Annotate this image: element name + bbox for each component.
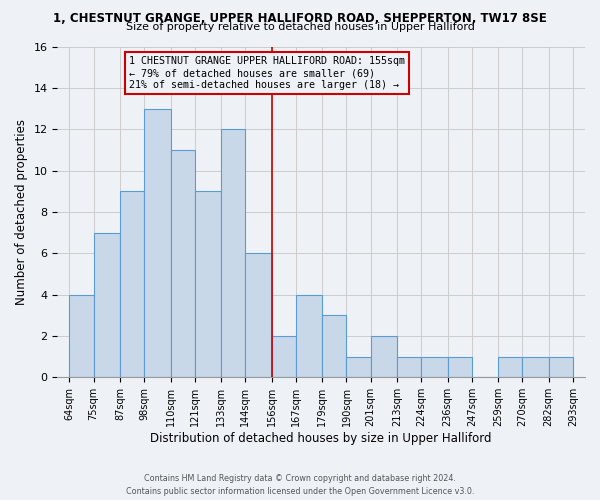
Bar <box>94 232 120 378</box>
Bar <box>120 191 144 378</box>
Bar <box>523 356 549 378</box>
Bar <box>322 316 346 378</box>
Bar <box>170 150 195 378</box>
Bar <box>245 254 272 378</box>
Bar <box>421 356 448 378</box>
Bar <box>296 294 322 378</box>
Text: 1, CHESTNUT GRANGE, UPPER HALLIFORD ROAD, SHEPPERTON, TW17 8SE: 1, CHESTNUT GRANGE, UPPER HALLIFORD ROAD… <box>53 12 547 26</box>
Bar <box>195 191 221 378</box>
Bar <box>70 294 94 378</box>
Bar <box>221 129 245 378</box>
Y-axis label: Number of detached properties: Number of detached properties <box>15 119 28 305</box>
Text: Size of property relative to detached houses in Upper Halliford: Size of property relative to detached ho… <box>125 22 475 32</box>
Bar <box>448 356 472 378</box>
Bar <box>397 356 421 378</box>
Text: 1 CHESTNUT GRANGE UPPER HALLIFORD ROAD: 155sqm
← 79% of detached houses are smal: 1 CHESTNUT GRANGE UPPER HALLIFORD ROAD: … <box>128 56 404 90</box>
Bar <box>371 336 397 378</box>
Bar <box>549 356 573 378</box>
Bar <box>272 336 296 378</box>
Bar <box>144 108 170 378</box>
Text: Contains HM Land Registry data © Crown copyright and database right 2024.
Contai: Contains HM Land Registry data © Crown c… <box>126 474 474 496</box>
Bar <box>346 356 371 378</box>
Bar <box>498 356 523 378</box>
X-axis label: Distribution of detached houses by size in Upper Halliford: Distribution of detached houses by size … <box>151 432 492 445</box>
